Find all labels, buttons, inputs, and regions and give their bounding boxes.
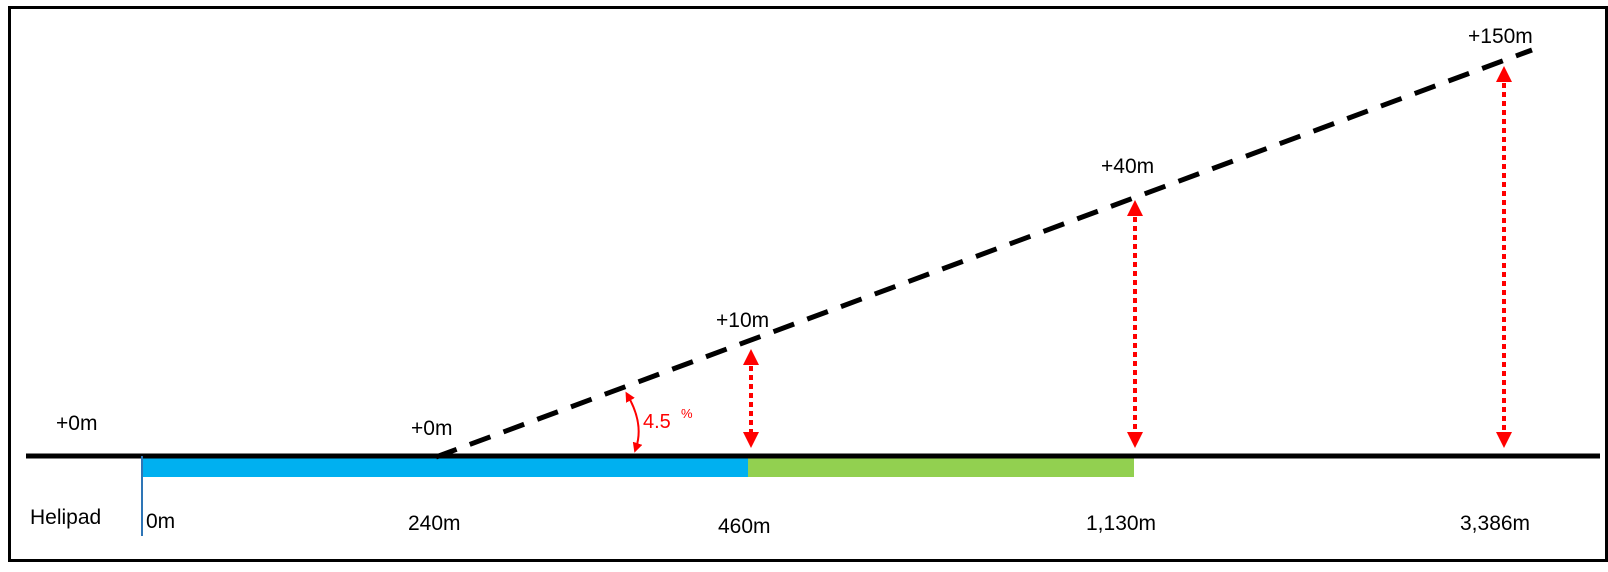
distance-label-240m: 240m [408, 512, 461, 535]
slope-start-height-label: +0m [411, 417, 452, 440]
height-label-40m: +40m [1101, 155, 1154, 178]
helipad-label: Helipad [30, 506, 101, 529]
approach-slope-line [435, 47, 1533, 460]
left-height-label: +0m [56, 412, 97, 435]
height-label-150m: +150m [1468, 25, 1533, 48]
slope-unit-label: % [681, 406, 693, 421]
slope-value-label: 4.5 [643, 411, 671, 433]
slope-angle-arc [625, 391, 643, 453]
distance-label-0m: 0m [146, 510, 175, 533]
blue-section [142, 457, 748, 477]
distance-label-460m: 460m [718, 515, 771, 538]
height-label-10m: +10m [716, 309, 769, 332]
green-section [748, 457, 1134, 477]
distance-label-1130m: 1,130m [1086, 512, 1156, 535]
distance-label-3386m: 3,386m [1460, 512, 1530, 535]
